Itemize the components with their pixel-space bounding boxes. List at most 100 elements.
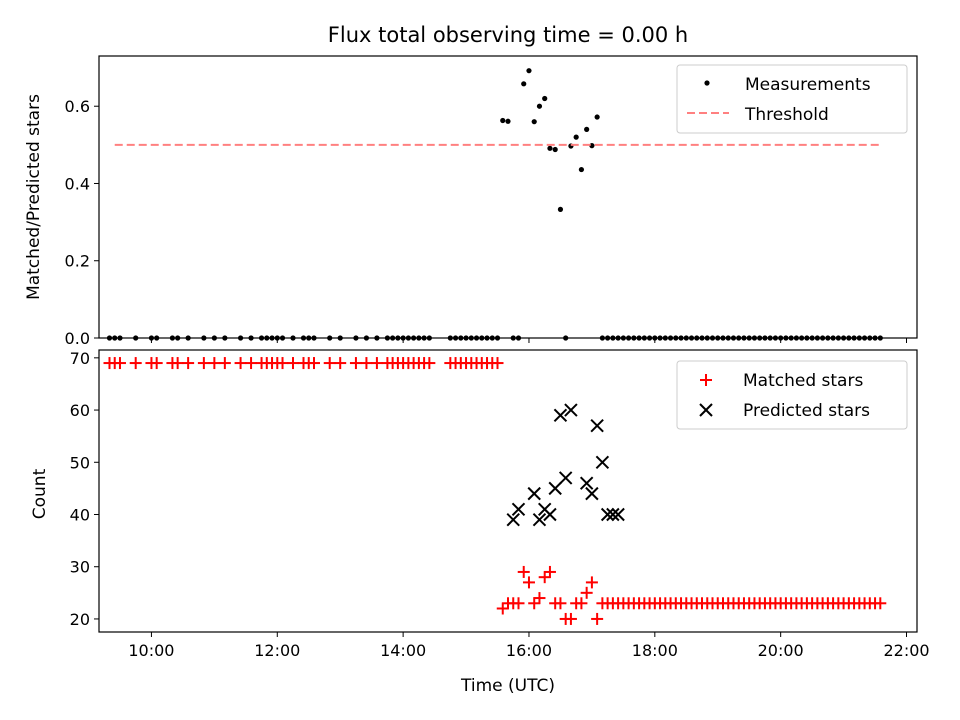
legend-predicted-marker (699, 403, 713, 417)
bottom-y-tick-label: 70 (70, 349, 90, 368)
matched-star-point (150, 357, 163, 370)
measurement-point (500, 117, 506, 124)
matched-star-point (522, 576, 535, 589)
matched-star-point (543, 565, 556, 578)
matched-star-point (496, 602, 509, 615)
top-legend-box (676, 64, 908, 134)
predicted-star-point (611, 507, 625, 522)
matched-star-point (208, 357, 221, 370)
bottom-y-tick-label: 20 (70, 610, 90, 629)
predicted-star-point (558, 471, 573, 485)
top-y-axis-label: Matched/Predicted stars (24, 94, 44, 300)
matched-star-point (491, 357, 504, 370)
top-panel: 0.0 0.2 0.4 0.6 Matched/Predicted stars Mea… (24, 55, 918, 348)
matched-star-point (585, 576, 598, 589)
measurement-point (521, 81, 527, 87)
bottom-y-ticks: 20 30 40 50 60 70 (70, 349, 99, 629)
bottom-y-tick-label: 40 (70, 506, 90, 525)
bottom-y-axis-label: Count (30, 468, 50, 519)
predicted-star-point (543, 507, 557, 522)
measurement-point (573, 134, 579, 140)
bottom-x-tick-label: 20:00 (758, 641, 804, 660)
predicted-star-point (564, 403, 578, 417)
top-chart-title: Flux total observing time = 0.00 h (328, 23, 688, 47)
top-plot-frame (98, 55, 918, 339)
legend-matched-label: Matched stars (743, 371, 863, 391)
matched-star-point (360, 357, 373, 370)
bottom-panel: 20 30 40 50 60 70 10:00 12:00 14:00 16:00 18:00 20… (30, 349, 930, 696)
legend-matched-marker (700, 374, 712, 386)
bottom-x-tick-label: 10:00 (128, 641, 174, 660)
legend-predicted-label: Predicted stars (743, 401, 870, 421)
measurement-point (584, 126, 590, 132)
predicted-star-point (506, 513, 520, 527)
legend-threshold-label: Threshold (744, 105, 829, 125)
top-y-tick-label: 0.0 (65, 329, 90, 348)
predicted-star-point (595, 455, 610, 469)
matched-star-point (370, 357, 383, 370)
bottom-x-ticks: 10:00 12:00 14:00 16:00 18:00 20:00 22:00 (128, 632, 930, 660)
predicted-star-point (590, 419, 604, 433)
bottom-x-tick-label: 22:00 (883, 641, 929, 660)
bottom-y-tick-label: 60 (70, 401, 90, 420)
matched-star-point (276, 357, 289, 370)
predicted-star-point (606, 507, 620, 522)
predicted-star-point (532, 513, 547, 527)
bottom-x-tick-label: 12:00 (254, 641, 300, 660)
matched-star-point (197, 357, 210, 370)
matched-star-point (218, 357, 231, 370)
predicted-star-point (527, 486, 541, 501)
bottom-plot-frame (98, 349, 918, 633)
matched-star-point (517, 565, 530, 578)
predicted-star-point (511, 502, 526, 516)
matched-star-point (874, 597, 887, 610)
measurement-point (505, 118, 511, 124)
legend-measurements-label: Measurements (745, 75, 871, 95)
matched-star-point (245, 357, 258, 370)
top-legend: Measurements Threshold (676, 64, 908, 134)
measurement-point (578, 166, 585, 173)
matched-star-point (575, 597, 588, 610)
matched-star-point (591, 612, 604, 625)
bottom-y-tick-label: 50 (70, 453, 90, 472)
bottom-x-tick-label: 18:00 (632, 641, 678, 660)
top-y-tick-label: 0.2 (65, 252, 90, 271)
matched-star-point (307, 357, 320, 370)
matched-star-point (349, 357, 362, 370)
predicted-star-point (585, 486, 599, 501)
bottom-legend: Matched stars Predicted stars (676, 360, 908, 430)
matched-star-point (423, 357, 436, 370)
measurement-point (526, 68, 532, 74)
predicted-star-point (600, 507, 615, 522)
matched-star-point (538, 571, 551, 584)
matched-star-point (171, 357, 184, 370)
predicted-star-point (579, 476, 594, 490)
measurement-point (531, 119, 537, 125)
matched-star-point (323, 357, 336, 370)
matched-star-point (580, 586, 593, 599)
matched-star-point (334, 357, 347, 370)
matched-star-point (113, 357, 126, 370)
matched-star-point (528, 597, 541, 610)
bottom-x-tick-label: 14:00 (380, 641, 426, 660)
legend-measurements-marker (704, 80, 710, 86)
measurement-point (542, 95, 548, 102)
top-y-ticks: 0.0 0.2 0.4 0.6 (65, 97, 99, 348)
matched-star-point (512, 597, 525, 610)
predicted-star-point (548, 481, 562, 496)
top-y-tick-label: 0.6 (65, 97, 90, 116)
matched-star-point (182, 357, 195, 370)
top-x-ticks (150, 338, 908, 343)
matched-star-point (533, 592, 546, 605)
measurement-point (547, 145, 553, 151)
measurement-point (594, 114, 600, 120)
bottom-x-axis-label: Time (UTC) (460, 676, 555, 696)
top-y-tick-label: 0.4 (65, 174, 90, 193)
bottom-y-tick-label: 30 (70, 558, 90, 577)
matched-star-point (129, 357, 142, 370)
matched-star-point (554, 597, 567, 610)
bottom-marks (103, 357, 887, 625)
predicted-star-point (553, 408, 568, 422)
matched-star-point (564, 612, 577, 625)
measurement-point (536, 103, 543, 109)
